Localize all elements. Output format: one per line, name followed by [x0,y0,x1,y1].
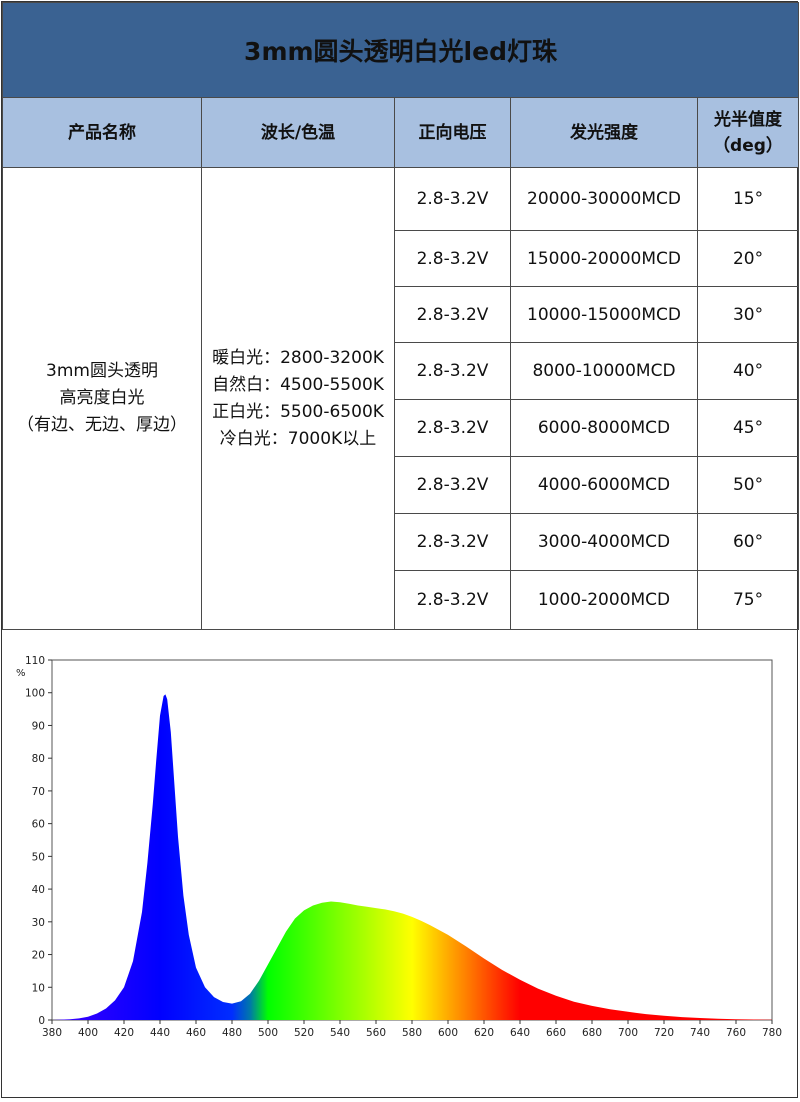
voltage-cell: 2.8-3.2V [394,513,511,571]
intensity-cell: 6000-8000MCD [510,399,698,457]
table-row: 2.8-3.2V 1000-2000MCD 75° [3,570,800,630]
voltage-cell: 2.8-3.2V [394,456,511,514]
x-tick-label: 700 [618,1027,638,1039]
intensity-cell: 20000-30000MCD [510,167,698,231]
y-tick-label: 80 [32,753,45,765]
header-voltage: 正向电压 [394,97,511,168]
header-angle: 光半值度 （deg） [696,97,800,168]
x-tick-label: 500 [258,1027,278,1039]
product-name-line3: （有边、无边、厚边） [17,415,187,435]
y-tick-label: 40 [32,884,45,896]
x-tick-label: 600 [438,1027,458,1039]
x-tick-label: 780 [762,1027,782,1039]
voltage-cell: 2.8-3.2V [394,342,511,400]
intensity-cell: 1000-2000MCD [510,570,698,630]
angle-cell: 50° [696,456,800,514]
spectrum-chart-svg: 380 400 420 440 460 480 500 520 540 560 580 600 620 6… [16,655,782,1039]
y-tick-label: 10 [32,982,45,994]
color-temp-pure: 正白光：5500-6500K [212,401,384,422]
x-tick-label: 440 [150,1027,170,1039]
angle-cell: 40° [696,342,800,400]
table-row: 2.8-3.2V 8000-10000MCD 40° [3,342,800,400]
header-intensity: 发光强度 [510,97,698,168]
product-name-line1: 3mm圆头透明 [46,361,158,381]
spec-table: 3mm圆头透明白光led灯珠 产品名称 波长/色温 正向电压 发光强度 光半值度… [1,2,800,630]
intensity-cell: 8000-10000MCD [510,342,698,400]
y-tick-label: 0 [38,1015,45,1027]
angle-cell: 30° [696,286,800,343]
header-row: 产品名称 波长/色温 正向电压 发光强度 光半值度 （deg） [2,97,800,168]
voltage-cell: 2.8-3.2V [394,286,511,343]
table-row: 2.8-3.2V 3000-4000MCD 60° [3,513,800,571]
x-tick-label: 580 [402,1027,422,1039]
x-tick-label: 680 [582,1027,602,1039]
x-tick-label: 540 [330,1027,350,1039]
spectrum-area [52,694,772,1020]
voltage-cell: 2.8-3.2V [394,399,511,457]
x-tick-label: 640 [510,1027,530,1039]
x-tick-label: 400 [78,1027,98,1039]
title-row: 3mm圆头透明白光led灯珠 [1,2,800,98]
product-name-line2: 高亮度白光 [59,388,145,408]
x-tick-label: 380 [42,1027,62,1039]
x-tick-label: 660 [546,1027,566,1039]
y-tick-label: 90 [32,720,45,732]
table-title: 3mm圆头透明白光led灯珠 [1,2,800,98]
x-tick-label: 720 [654,1027,674,1039]
intensity-cell: 15000-20000MCD [510,230,698,287]
product-name-cell: 3mm圆头透明 高亮度白光 （有边、无边、厚边） [2,167,202,630]
angle-cell: 20° [696,230,800,287]
header-angle-line1: 光半值度 [714,109,782,130]
x-tick-label: 620 [474,1027,494,1039]
voltage-cell: 2.8-3.2V [394,230,511,287]
color-temp-cell: 暖白光：2800-3200K 自然白：4500-5500K 正白光：5500-6… [201,167,395,630]
color-temp-cool: 冷白光：7000K以上 [219,428,377,449]
x-tick-label: 560 [366,1027,386,1039]
table-row: 2.8-3.2V 4000-6000MCD 50° [3,456,800,514]
intensity-cell: 3000-4000MCD [510,513,698,571]
y-tick-label: 30 [32,917,45,929]
table-row: 3mm圆头透明 高亮度白光 （有边、无边、厚边） 暖白光：2800-3200K … [2,167,800,630]
header-angle-line2: （deg） [713,135,783,156]
y-tick-label: 70 [32,786,45,798]
x-tick-label: 420 [114,1027,134,1039]
intensity-cell: 4000-6000MCD [510,456,698,514]
y-tick-label: 20 [32,950,45,962]
y-tick-label: 60 [32,819,45,831]
y-tick-label: 50 [32,851,45,863]
y-axis-label: % [16,668,26,679]
header-product-name: 产品名称 [2,97,202,168]
x-tick-label: 480 [222,1027,242,1039]
spectrum-chart: 380 400 420 440 460 480 500 520 540 560 580 600 620 6… [2,628,798,1098]
angle-cell: 45° [696,399,800,457]
table-row: 2.8-3.2V 10000-15000MCD 30° [3,286,800,343]
voltage-cell: 2.8-3.2V [394,167,511,231]
voltage-cell: 2.8-3.2V [394,570,511,630]
header-wavelength: 波长/色温 [201,97,395,168]
y-tick-label: 110 [25,655,45,667]
x-tick-label: 520 [294,1027,314,1039]
color-temp-natural: 自然白：4500-5500K [212,374,384,395]
x-tick-label: 740 [690,1027,710,1039]
intensity-cell: 10000-15000MCD [510,286,698,343]
y-tick-label: 100 [25,688,45,700]
x-tick-label: 460 [186,1027,206,1039]
angle-cell: 15° [696,167,800,231]
x-tick-label: 760 [726,1027,746,1039]
angle-cell: 75° [696,570,800,630]
table-row: 2.8-3.2V 6000-8000MCD 45° [3,399,800,457]
color-temp-warm: 暖白光：2800-3200K [212,347,384,368]
table-row: 2.8-3.2V 15000-20000MCD 20° [3,230,800,287]
angle-cell: 60° [696,513,800,571]
